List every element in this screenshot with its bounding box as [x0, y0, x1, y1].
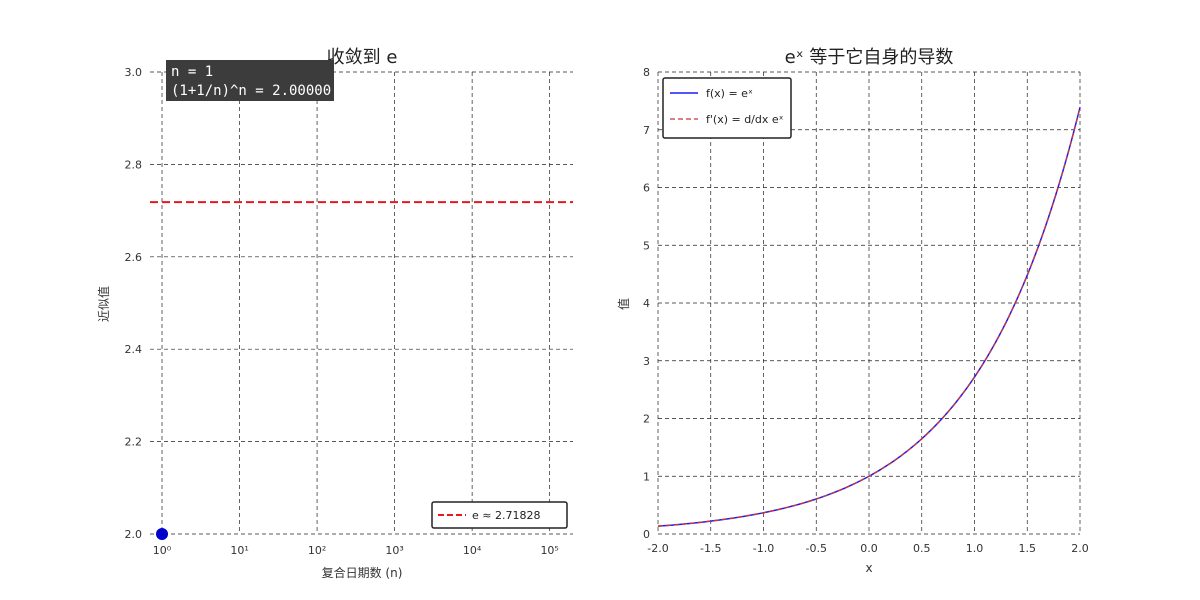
- right-legend-label-0: f(x) = eˣ: [706, 87, 753, 100]
- left-x-tick-label: 10²: [308, 544, 326, 557]
- right-grid: [657, 71, 1081, 535]
- right-ticks: -2.0 -1.5 -1.0 -0.5 0.0 0.5 1.0 1.5 2.0 0 1 2 3 4 5 6 7 8: [643, 66, 1089, 555]
- left-y-tick-label: 2.6: [125, 251, 143, 264]
- right-y-tick-label: 2: [643, 413, 650, 426]
- left-x-tick-label: 10¹: [230, 544, 248, 557]
- left-y-axis-label: 近似值: [96, 286, 111, 322]
- left-chart-title: 收敛到 e: [327, 47, 398, 68]
- right-x-tick-label: -0.5: [806, 542, 827, 555]
- left-y-tick-label: 2.0: [125, 528, 143, 541]
- right-legend-label-1: f'(x) = d/dx eˣ: [706, 113, 784, 126]
- left-legend: e ≈ 2.71828: [431, 501, 568, 529]
- right-legend: f(x) = eˣ f'(x) = d/dx eˣ: [662, 77, 792, 139]
- right-x-tick-label: 1.5: [1019, 542, 1037, 555]
- left-x-tick-label: 10⁰: [153, 544, 172, 557]
- right-y-tick-label: 4: [643, 297, 650, 310]
- left-x-tick-label: 10⁴: [463, 544, 482, 557]
- left-y-tick-label: 2.4: [125, 343, 143, 356]
- data-point: [156, 528, 169, 540]
- left-y-tick-label: 2.2: [125, 436, 143, 449]
- right-x-tick-label: -1.0: [753, 542, 774, 555]
- left-points: [156, 528, 169, 540]
- right-x-axis-label: x: [865, 561, 872, 575]
- right-y-tick-label: 1: [643, 470, 650, 483]
- right-y-tick-label: 3: [643, 355, 650, 368]
- left-y-tick-label: 2.8: [125, 158, 143, 171]
- right-y-axis-label: 值: [616, 298, 631, 310]
- right-chart-title: eˣ 等于它自身的导数: [785, 47, 954, 68]
- left-y-tick-label: 3.0: [125, 66, 143, 79]
- right-y-tick-label: 0: [643, 528, 650, 541]
- right-x-tick-label: 2.0: [1071, 542, 1089, 555]
- right-chart: -2.0 -1.5 -1.0 -0.5 0.0 0.5 1.0 1.5 2.0 0 1 2 3 4 5 6 7 8…: [616, 47, 1089, 575]
- right-x-tick-label: 0.5: [913, 542, 931, 555]
- convergence-annotation: n = 1 (1+1/n)^n = 2.00000: [166, 60, 334, 101]
- annotation-line-1: n = 1: [171, 64, 213, 80]
- right-y-tick-label: 8: [643, 66, 650, 79]
- left-chart: 10⁰ 10¹ 10² 10³ 10⁴ 10⁵ 2.0 2.2 2.4 2.6 2.8 3.0 收敛到…: [96, 47, 573, 580]
- right-x-tick-label: -1.5: [700, 542, 721, 555]
- left-x-tick-label: 10⁵: [540, 544, 558, 557]
- left-x-axis-label: 复合日期数 (n): [322, 565, 403, 580]
- series-derivative: [657, 107, 1081, 527]
- right-y-tick-label: 7: [643, 124, 650, 137]
- left-x-tick-label: 10³: [385, 544, 403, 557]
- left-grid: [150, 71, 573, 535]
- right-y-tick-label: 5: [643, 239, 650, 252]
- right-x-tick-label: 1.0: [966, 542, 984, 555]
- left-ticks: 10⁰ 10¹ 10² 10³ 10⁴ 10⁵ 2.0 2.2 2.4 2.6 2.8 3.0: [125, 66, 559, 557]
- right-x-tick-label: -2.0: [647, 542, 668, 555]
- right-y-tick-label: 6: [643, 182, 650, 195]
- annotation-line-2: (1+1/n)^n = 2.00000: [171, 83, 331, 99]
- left-legend-label: e ≈ 2.71828: [472, 509, 540, 522]
- right-x-tick-label: 0.0: [860, 542, 878, 555]
